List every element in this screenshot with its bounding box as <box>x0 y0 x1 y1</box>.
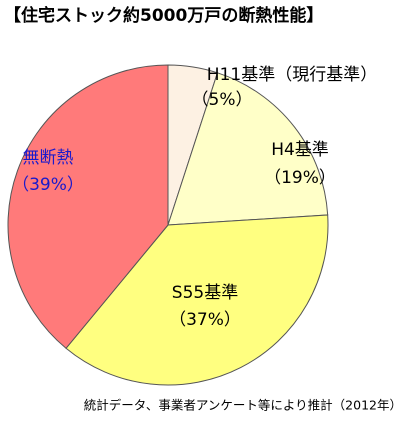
chart-title: 【住宅ストック約5000万戸の断熱性能】 <box>4 5 323 26</box>
value-label: （5%） <box>192 90 253 110</box>
value-label: （19%） <box>264 168 336 188</box>
value-label: （39%） <box>12 175 84 195</box>
slice-label: H4基準 <box>271 140 329 160</box>
pie-slice <box>167 72 329 226</box>
pie <box>7 64 329 386</box>
slice-label: S55基準 <box>172 283 238 303</box>
slice-label: 無断熱 <box>23 148 74 168</box>
pie-slice <box>7 64 169 349</box>
source-note: 統計データ、事業者アンケート等により推計（2012年） <box>84 398 402 413</box>
pie-slice <box>65 214 329 386</box>
slice-label: H11基準（現行基準） <box>207 65 377 85</box>
value-label: （37%） <box>169 310 241 330</box>
